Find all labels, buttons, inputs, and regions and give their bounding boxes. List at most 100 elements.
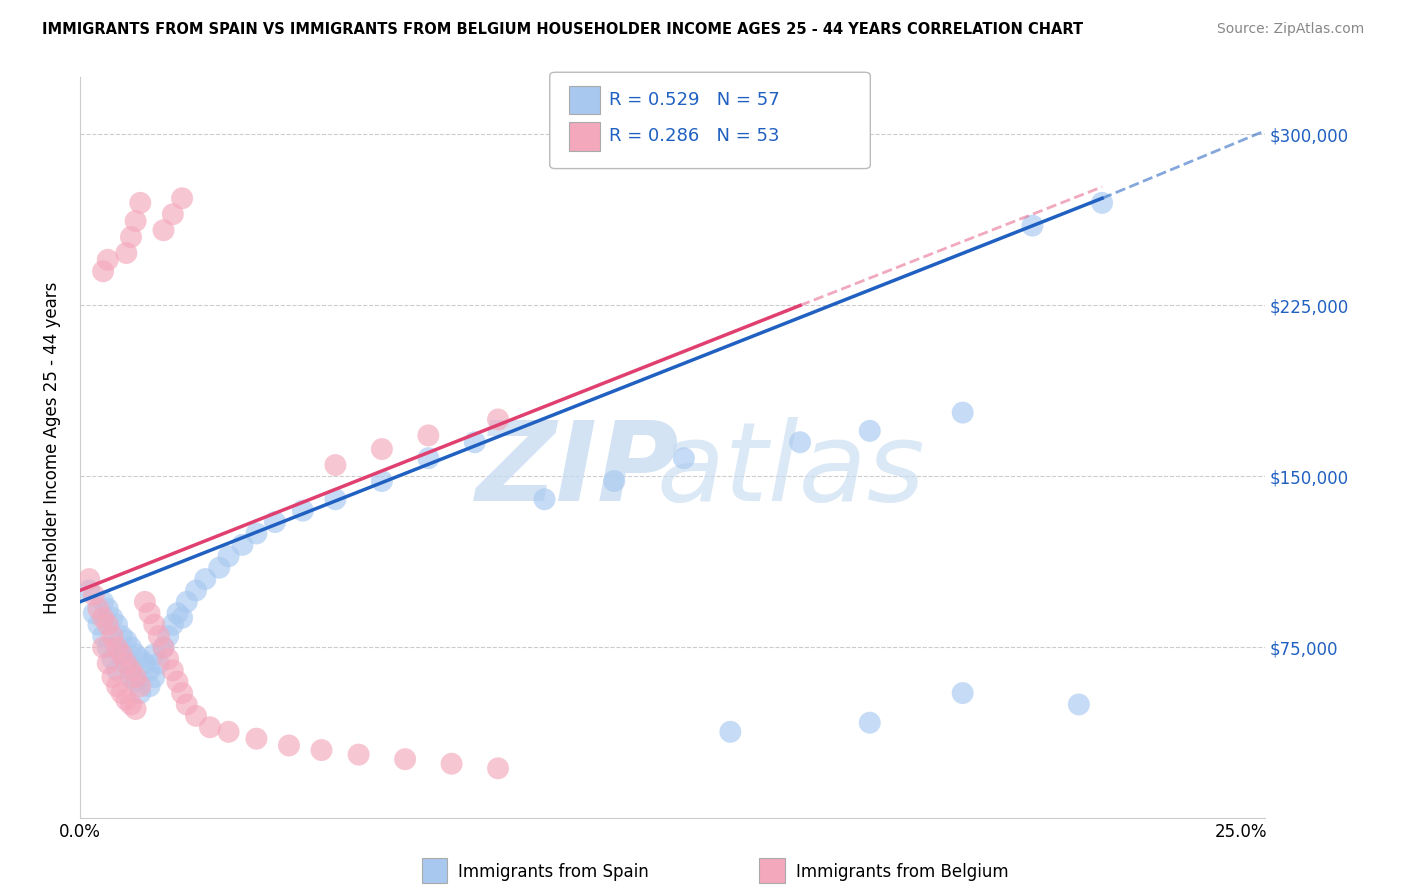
Point [143,648,166,662]
Point [166,674,188,689]
Point [120,230,142,244]
Point [184,583,207,598]
Point [129,679,152,693]
Point [129,686,152,700]
Point [101,629,124,643]
Point [124,670,146,684]
Point [97,640,120,655]
Point [111,648,134,662]
Point [325,492,347,507]
Point [97,252,120,267]
Point [859,715,882,730]
Point [124,674,146,689]
Point [394,752,416,766]
Point [162,663,184,677]
Point [91,611,114,625]
Point [83,588,105,602]
Point [184,709,207,723]
Point [91,264,114,278]
Point [77,572,100,586]
Point [91,595,114,609]
Point [218,549,240,564]
Point [148,629,170,643]
Point [162,617,184,632]
Point [105,640,128,655]
Point [418,428,440,442]
Point [245,731,267,746]
Point [148,657,170,671]
Point [111,648,134,662]
Point [789,435,811,450]
Text: ZIP: ZIP [475,417,679,524]
Point [129,195,152,210]
Point [311,743,333,757]
Text: Source: ZipAtlas.com: Source: ZipAtlas.com [1216,22,1364,37]
Point [603,474,626,488]
Text: Immigrants from Spain: Immigrants from Spain [458,863,650,881]
Point [718,724,741,739]
Point [166,607,188,621]
Point [138,663,160,677]
Point [859,424,882,438]
Point [152,640,174,655]
Point [486,761,509,775]
Text: R = 0.529   N = 57: R = 0.529 N = 57 [609,91,779,109]
Point [198,720,221,734]
Point [231,538,253,552]
Point [152,223,174,237]
Point [176,698,198,712]
Point [172,686,194,700]
Point [194,572,217,586]
Point [120,670,142,684]
Point [371,474,394,488]
Point [486,412,509,426]
Point [347,747,370,762]
Point [101,670,124,684]
Point [115,246,138,260]
Text: Immigrants from Belgium: Immigrants from Belgium [796,863,1008,881]
Point [152,640,174,655]
Point [172,611,194,625]
Point [120,698,142,712]
Point [115,633,138,648]
Text: IMMIGRANTS FROM SPAIN VS IMMIGRANTS FROM BELGIUM HOUSEHOLDER INCOME AGES 25 - 44: IMMIGRANTS FROM SPAIN VS IMMIGRANTS FROM… [42,22,1083,37]
Point [105,679,128,693]
Point [111,629,134,643]
Point [157,652,180,666]
Point [115,657,138,671]
Point [176,595,198,609]
Point [115,693,138,707]
Point [87,617,110,632]
Point [418,451,440,466]
Point [105,663,128,677]
Point [464,435,486,450]
Point [87,601,110,615]
Point [101,652,124,666]
Y-axis label: Householder Income Ages 25 - 44 years: Householder Income Ages 25 - 44 years [44,282,60,614]
Point [208,560,231,574]
Point [97,657,120,671]
Point [124,648,146,662]
Point [143,670,166,684]
Point [77,583,100,598]
Point [124,702,146,716]
Point [105,617,128,632]
Point [143,617,166,632]
Point [325,458,347,472]
Point [138,607,160,621]
Point [371,442,394,456]
Point [1067,698,1090,712]
Point [291,503,314,517]
Point [672,451,695,466]
Point [1091,195,1114,210]
Point [1021,219,1043,233]
Point [91,629,114,643]
Point [124,214,146,228]
Point [157,629,180,643]
Point [91,640,114,655]
Text: R = 0.286   N = 53: R = 0.286 N = 53 [609,128,779,145]
Point [952,686,974,700]
Point [533,492,555,507]
Point [172,191,194,205]
Point [245,526,267,541]
